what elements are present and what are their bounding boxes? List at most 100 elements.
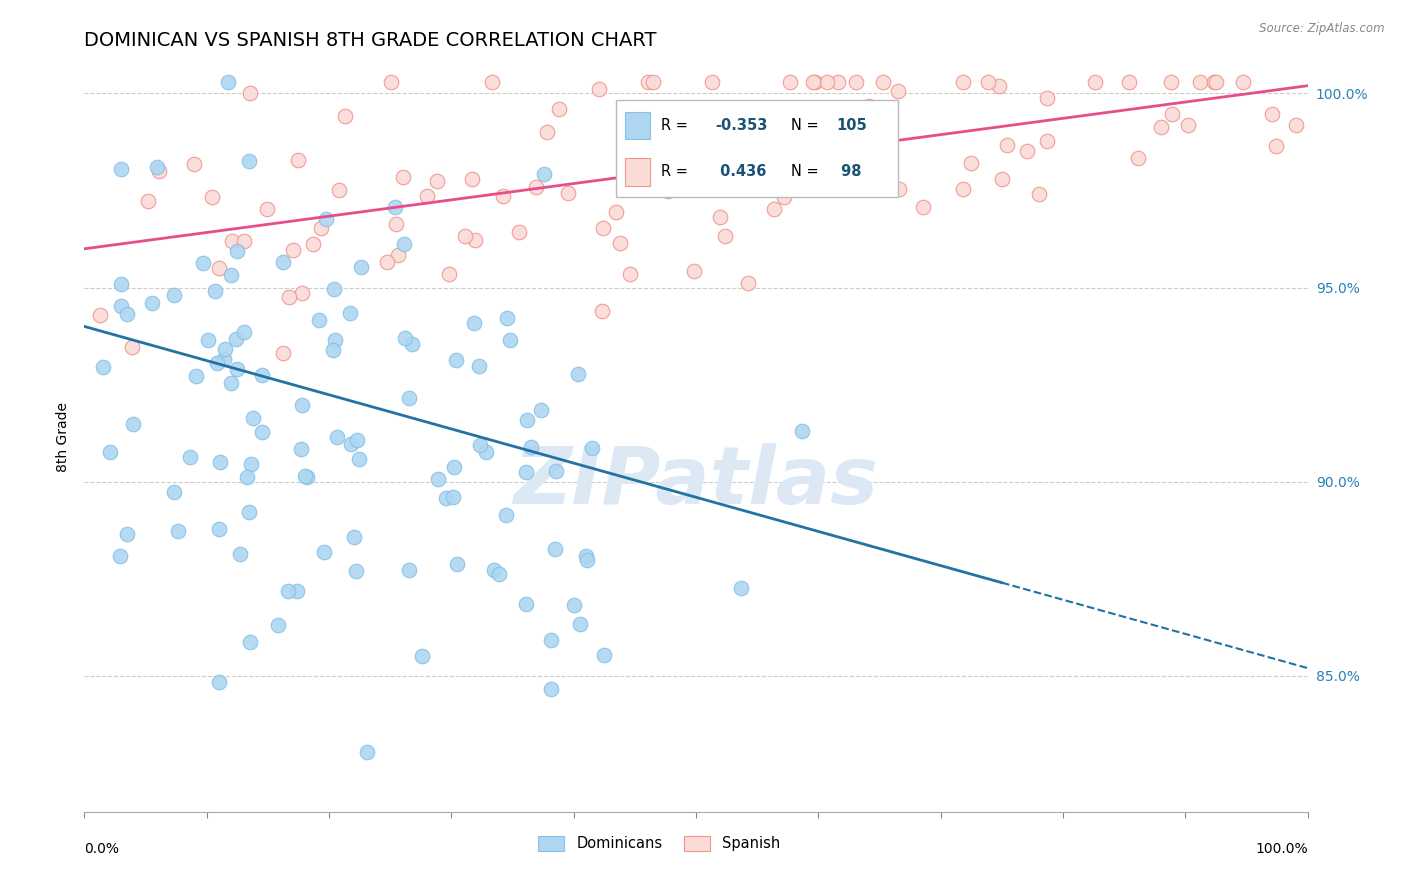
Point [225,362,247,376]
Point [467,359,489,374]
Point [225,332,247,346]
Point [221,376,243,391]
Point [191,256,214,270]
Point [817,75,839,89]
Point [593,648,616,662]
Point [252,425,274,440]
Point [496,310,519,325]
Point [356,745,378,759]
Point [291,285,314,300]
Point [384,200,406,214]
Point [709,210,731,224]
Point [813,121,835,136]
Point [197,333,219,347]
Point [887,182,910,196]
Point [308,313,330,327]
Point [1118,75,1140,89]
Point [463,316,485,330]
Point [714,229,737,244]
Point [380,75,402,89]
Point [544,541,567,556]
Point [186,368,208,383]
Point [1177,118,1199,132]
Point [657,184,679,198]
Point [1188,75,1211,89]
Point [225,244,247,258]
Point [488,566,510,581]
Point [474,445,496,459]
Point [392,169,415,184]
Point [588,81,610,95]
Point [426,174,449,188]
Point [239,86,262,100]
Point [886,84,908,98]
Point [291,398,314,412]
Point [530,402,553,417]
Point [567,368,589,382]
Point [323,282,346,296]
Point [1150,120,1173,134]
Point [1261,107,1284,121]
Point [1036,134,1059,148]
Point [959,156,981,170]
Point [108,549,131,563]
Point [976,75,998,89]
Point [146,160,169,174]
Point [515,597,537,611]
Point [311,221,333,235]
Point [339,306,361,320]
Point [779,75,801,89]
Point [416,189,439,203]
Point [643,75,665,89]
Point [238,505,260,519]
Point [138,194,160,209]
Point [540,681,562,696]
Point [845,75,868,89]
Point [208,522,231,536]
Text: ZIPatlas: ZIPatlas [513,443,879,521]
Point [858,99,880,113]
Point [1265,139,1288,153]
Point [1084,75,1107,89]
Point [569,617,592,632]
Point [709,166,731,180]
Point [235,470,257,484]
Point [239,635,262,649]
Point [208,261,231,276]
Text: 0.0%: 0.0% [84,842,120,855]
Point [183,157,205,171]
Point [1284,119,1306,133]
Point [347,451,370,466]
Point [387,248,409,262]
Point [872,75,894,89]
Point [238,154,260,169]
Point [328,183,350,197]
Point [481,75,503,89]
Point [990,172,1012,186]
Point [110,161,132,176]
Text: DOMINICAN VS SPANISH 8TH GRADE CORRELATION CHART: DOMINICAN VS SPANISH 8TH GRADE CORRELATI… [84,30,657,50]
Point [562,598,585,612]
Point [344,564,367,578]
Point [256,202,278,216]
Point [89,308,111,322]
Point [228,548,250,562]
Point [437,267,460,281]
Point [988,79,1011,94]
Point [340,437,363,451]
Point [557,186,579,200]
Point [302,237,325,252]
Point [461,171,484,186]
Point [801,75,824,89]
Point [163,484,186,499]
Point [217,75,239,89]
Point [350,260,373,274]
Point [252,368,274,382]
Point [838,178,860,192]
Point [468,438,491,452]
Point [1205,75,1227,89]
Point [110,299,132,313]
Point [792,424,814,438]
Point [730,581,752,595]
Point [290,442,312,456]
